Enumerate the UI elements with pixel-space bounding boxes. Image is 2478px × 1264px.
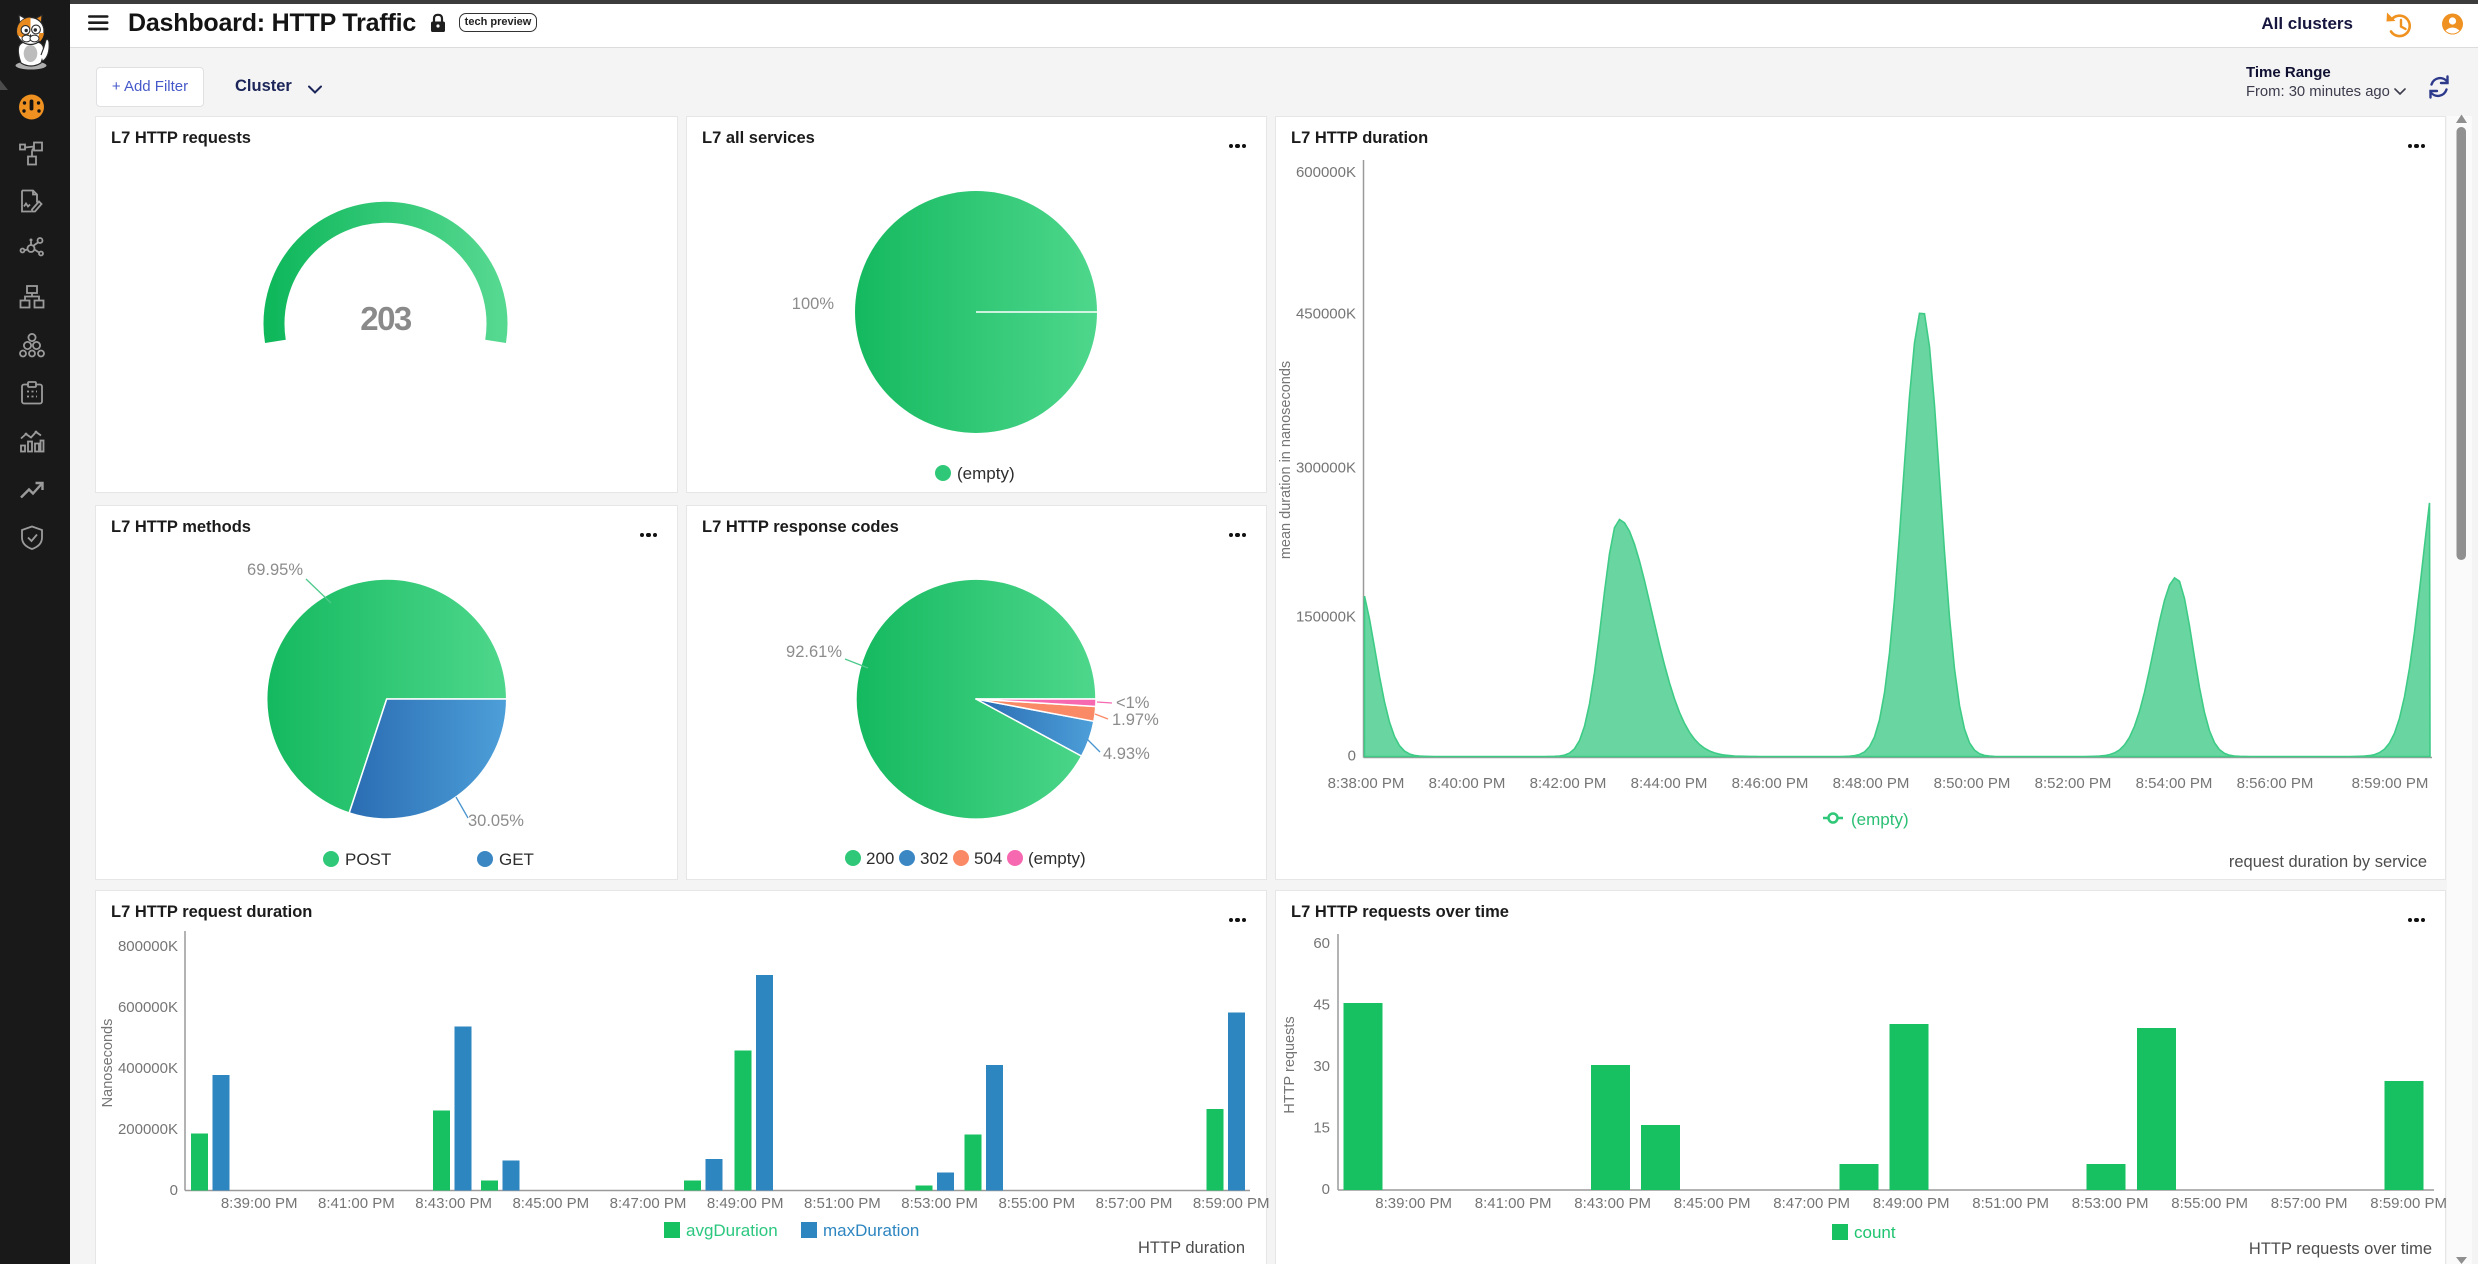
svg-text:8:47:00 PM: 8:47:00 PM [610,1195,687,1212]
svg-text:8:41:00 PM: 8:41:00 PM [318,1195,395,1212]
svg-text:8:42:00 PM: 8:42:00 PM [1530,775,1607,792]
svg-text:8:51:00 PM: 8:51:00 PM [1972,1195,2049,1212]
svg-text:<1%: <1% [1116,694,1150,712]
svg-text:8:57:00 PM: 8:57:00 PM [2271,1195,2348,1212]
svg-text:(empty): (empty) [1851,810,1909,829]
svg-text:200000K: 200000K [118,1121,178,1138]
svg-text:maxDuration: maxDuration [823,1221,919,1240]
svg-text:8:51:00 PM: 8:51:00 PM [804,1195,881,1212]
svg-text:avgDuration: avgDuration [686,1221,778,1240]
svg-text:15: 15 [1313,1120,1330,1137]
svg-text:8:53:00 PM: 8:53:00 PM [2072,1195,2149,1212]
svg-text:8:54:00 PM: 8:54:00 PM [2136,775,2213,792]
svg-text:Nanoseconds: Nanoseconds [100,1019,116,1108]
svg-text:8:52:00 PM: 8:52:00 PM [2035,775,2112,792]
svg-text:8:57:00 PM: 8:57:00 PM [1096,1195,1173,1212]
svg-text:HTTP duration: HTTP duration [1138,1239,1245,1257]
svg-text:150000K: 150000K [1296,609,1356,626]
svg-text:8:50:00 PM: 8:50:00 PM [1934,775,2011,792]
svg-text:600000K: 600000K [118,999,178,1016]
svg-text:100%: 100% [792,295,835,313]
svg-text:8:43:00 PM: 8:43:00 PM [415,1195,492,1212]
svg-text:8:48:00 PM: 8:48:00 PM [1833,775,1910,792]
svg-text:4.93%: 4.93% [1103,745,1150,763]
svg-text:30: 30 [1313,1058,1330,1075]
svg-text:600000K: 600000K [1296,164,1356,181]
svg-text:8:45:00 PM: 8:45:00 PM [1674,1195,1751,1212]
svg-text:1.97%: 1.97% [1112,711,1159,729]
svg-text:45: 45 [1313,997,1330,1014]
svg-text:GET: GET [499,850,534,869]
svg-text:request duration by service: request duration by service [2229,853,2427,871]
svg-text:8:49:00 PM: 8:49:00 PM [1873,1195,1950,1212]
svg-text:mean duration in nanoseconds: mean duration in nanoseconds [1278,361,1294,559]
svg-text:8:55:00 PM: 8:55:00 PM [2171,1195,2248,1212]
svg-text:8:55:00 PM: 8:55:00 PM [998,1195,1075,1212]
svg-text:8:43:00 PM: 8:43:00 PM [1574,1195,1651,1212]
svg-text:(empty): (empty) [957,464,1015,483]
svg-text:HTTP requests: HTTP requests [1282,1016,1298,1113]
svg-text:POST: POST [345,850,391,869]
svg-text:8:39:00 PM: 8:39:00 PM [221,1195,298,1212]
svg-text:8:49:00 PM: 8:49:00 PM [707,1195,784,1212]
svg-text:0: 0 [1348,748,1356,765]
svg-text:400000K: 400000K [118,1060,178,1077]
svg-text:8:53:00 PM: 8:53:00 PM [901,1195,978,1212]
svg-text:200: 200 [866,849,894,868]
svg-text:450000K: 450000K [1296,305,1356,322]
svg-text:203: 203 [360,300,412,337]
svg-text:8:40:00 PM: 8:40:00 PM [1429,775,1506,792]
svg-text:8:59:00 PM: 8:59:00 PM [2370,1195,2447,1212]
svg-text:8:56:00 PM: 8:56:00 PM [2237,775,2314,792]
svg-text:8:45:00 PM: 8:45:00 PM [512,1195,589,1212]
svg-text:30.05%: 30.05% [468,812,524,830]
svg-text:69.95%: 69.95% [247,561,303,579]
svg-text:8:59:00 PM: 8:59:00 PM [1193,1195,1270,1212]
svg-text:8:59:00 PM: 8:59:00 PM [2352,775,2429,792]
svg-text:8:41:00 PM: 8:41:00 PM [1475,1195,1552,1212]
svg-text:(empty): (empty) [1028,849,1086,868]
svg-text:8:39:00 PM: 8:39:00 PM [1375,1195,1452,1212]
svg-text:800000K: 800000K [118,938,178,955]
svg-text:92.61%: 92.61% [786,643,842,661]
svg-text:HTTP requests over time: HTTP requests over time [2249,1240,2432,1258]
svg-text:8:47:00 PM: 8:47:00 PM [1773,1195,1850,1212]
svg-text:300000K: 300000K [1296,460,1356,477]
svg-text:0: 0 [1322,1181,1330,1198]
svg-text:count: count [1854,1223,1896,1242]
svg-text:302: 302 [920,849,948,868]
svg-text:504: 504 [974,849,1002,868]
svg-text:0: 0 [170,1182,178,1199]
svg-text:8:44:00 PM: 8:44:00 PM [1631,775,1708,792]
svg-text:8:46:00 PM: 8:46:00 PM [1732,775,1809,792]
svg-text:8:38:00 PM: 8:38:00 PM [1328,775,1405,792]
svg-text:60: 60 [1313,935,1330,952]
